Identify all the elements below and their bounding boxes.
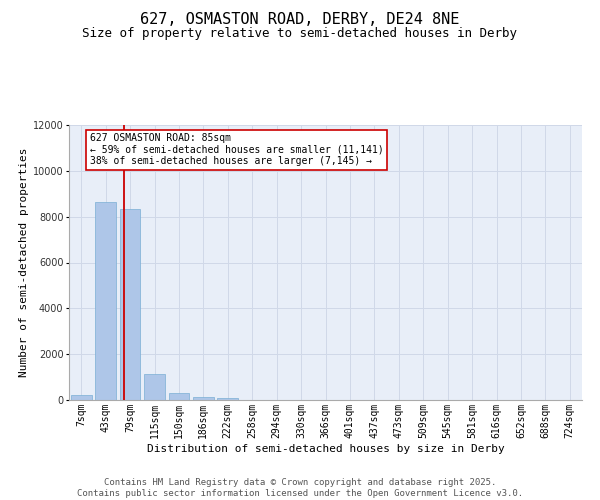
Text: 627, OSMASTON ROAD, DERBY, DE24 8NE: 627, OSMASTON ROAD, DERBY, DE24 8NE (140, 12, 460, 28)
Bar (119, 208, 140, 400)
Bar (169, 392, 190, 400)
Text: Contains HM Land Registry data © Crown copyright and database right 2025.
Contai: Contains HM Land Registry data © Crown c… (77, 478, 523, 498)
Bar (95, 202, 116, 400)
X-axis label: Distribution of semi-detached houses by size in Derby: Distribution of semi-detached houses by … (146, 444, 505, 454)
Bar (193, 397, 214, 400)
Bar (144, 374, 165, 400)
Text: 627 OSMASTON ROAD: 85sqm
← 59% of semi-detached houses are smaller (11,141)
38% : 627 OSMASTON ROAD: 85sqm ← 59% of semi-d… (89, 133, 383, 166)
Text: Size of property relative to semi-detached houses in Derby: Size of property relative to semi-detach… (83, 28, 517, 40)
Bar (217, 398, 238, 400)
Bar (71, 394, 92, 400)
Y-axis label: Number of semi-detached properties: Number of semi-detached properties (19, 148, 29, 377)
